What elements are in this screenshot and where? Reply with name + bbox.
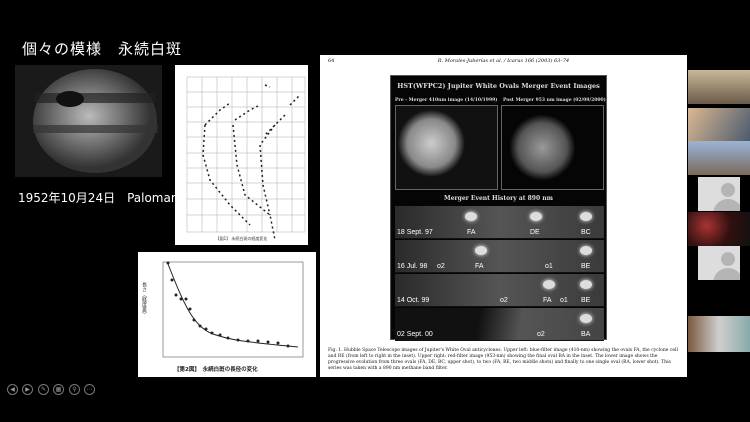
prev-slide-button[interactable]: ◀ <box>7 384 18 395</box>
slide-title: 個々の模様 永続白斑 <box>22 40 183 58</box>
participant-avatar[interactable] <box>698 246 740 280</box>
more-icon: ⋯ <box>86 386 93 393</box>
participant-video[interactable] <box>688 108 750 142</box>
longitude-drift-chart: 【図1】 永続白斑の経度変化 <box>175 65 308 245</box>
zoom-button[interactable]: ⚲ <box>69 384 80 395</box>
oval-label: o2 <box>500 297 508 304</box>
oval-label: BA <box>581 331 591 338</box>
jupiter-photo <box>15 65 162 177</box>
slides-icon: ▦ <box>55 386 62 393</box>
more-button[interactable]: ⋯ <box>84 384 95 395</box>
history-title: Merger Event History at 890 nm <box>444 195 553 202</box>
strip-1998: 16 Jul. 98 o2 FA o1 BE <box>395 240 604 273</box>
strip-1997: 18 Sept. 97 FA DE BC <box>395 206 604 239</box>
participant-video[interactable] <box>688 212 750 246</box>
next-slide-button[interactable]: ▶ <box>22 384 33 395</box>
oval-label: BE <box>581 263 591 270</box>
oval-label: FA <box>467 229 476 236</box>
strip-2000: 02 Sept. 00 o2 BA <box>395 308 604 341</box>
strip-date: 18 Sept. 97 <box>397 229 433 236</box>
drift-chart-caption: 【図1】 永続白斑の経度変化 <box>215 236 268 241</box>
paper-header: R. Morales-Juberías et al. / Icarus 166 … <box>437 58 570 64</box>
photo-caption: 1952年10月24日 Palomar <box>18 191 176 205</box>
participant-avatar[interactable] <box>698 177 740 211</box>
next-icon: ▶ <box>25 386 30 393</box>
oval-label: o1 <box>560 297 568 304</box>
strip-date: 14 Oct. 99 <box>397 297 430 304</box>
pre-merger-image <box>395 105 498 190</box>
oval-label: FA <box>543 297 552 304</box>
strip-date: 02 Sept. 00 <box>397 331 433 338</box>
decay-ylabel: 長さ（経度差） <box>141 282 147 317</box>
oval-label: BE <box>581 297 591 304</box>
hst-figure: HST(WFPC2) Jupiter White Ovals Merger Ev… <box>390 75 607 341</box>
oval-label: FA <box>475 263 484 270</box>
prev-icon: ◀ <box>10 386 15 393</box>
figure-caption: Fig. 1. Hubble Space Telescope images of… <box>328 348 678 371</box>
pre-merger-label: Pre - Merger 410nm image (14/10/1999) <box>395 98 498 103</box>
post-merger-image <box>501 105 604 190</box>
participant-video[interactable] <box>688 316 750 352</box>
participant-video[interactable] <box>688 70 750 104</box>
slides-button[interactable]: ▦ <box>53 384 64 395</box>
page-number: 64 <box>328 58 335 64</box>
zoom-icon: ⚲ <box>72 386 77 393</box>
oval-label: o1 <box>545 263 553 270</box>
figure-title: HST(WFPC2) Jupiter White Ovals Merger Ev… <box>397 82 600 90</box>
strip-date: 16 Jul. 98 <box>397 263 428 270</box>
oval-label: o2 <box>437 263 445 270</box>
post-merger-label: Post Merger 953 nm image (02/09/2000) <box>503 98 606 103</box>
oval-label: DE <box>530 229 540 236</box>
oval-label: BC <box>581 229 591 236</box>
participant-video[interactable] <box>688 141 750 175</box>
pen-button[interactable]: ✎ <box>38 384 49 395</box>
decay-chart-caption: 【第2図】 永続白斑の長径の変化 <box>174 367 258 373</box>
paper-page: 64 R. Morales-Juberías et al. / Icarus 1… <box>320 55 687 377</box>
oval-label: o2 <box>537 331 545 338</box>
pen-icon: ✎ <box>40 386 47 393</box>
oval-length-chart: 長さ（経度差） 【第2図】 永続白斑の長径の変化 <box>138 252 316 377</box>
strip-1999: 14 Oct. 99 o2 FA o1 BE <box>395 274 604 307</box>
